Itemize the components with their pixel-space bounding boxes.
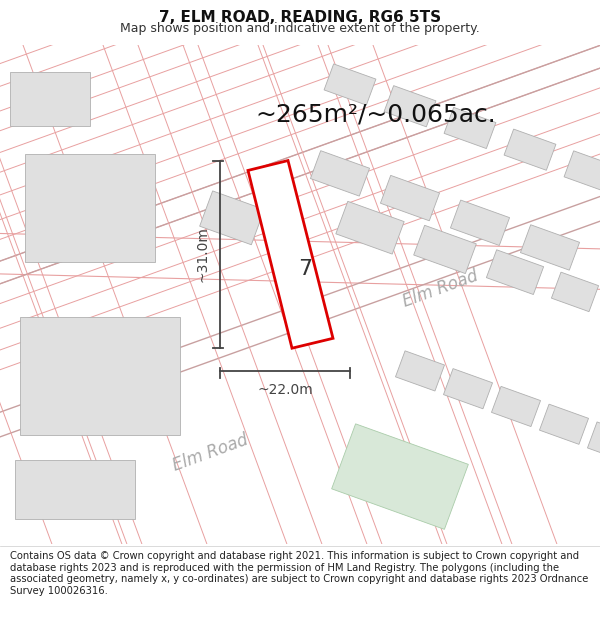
Text: 7: 7 (298, 259, 313, 279)
Text: Elm Road: Elm Road (400, 267, 480, 311)
Polygon shape (20, 317, 180, 435)
Polygon shape (444, 107, 496, 149)
Text: 7, ELM ROAD, READING, RG6 5TS: 7, ELM ROAD, READING, RG6 5TS (159, 10, 441, 25)
Polygon shape (324, 64, 376, 105)
Polygon shape (413, 225, 476, 274)
Text: Map shows position and indicative extent of the property.: Map shows position and indicative extent… (120, 22, 480, 35)
Polygon shape (384, 86, 436, 127)
Polygon shape (491, 386, 541, 426)
Polygon shape (504, 129, 556, 170)
Polygon shape (395, 351, 445, 391)
Polygon shape (200, 191, 265, 245)
Polygon shape (451, 200, 509, 246)
Polygon shape (10, 72, 90, 126)
Text: ~22.0m: ~22.0m (257, 382, 313, 397)
Polygon shape (443, 369, 493, 409)
Text: ~31.0m: ~31.0m (196, 226, 210, 282)
Text: Elm Road: Elm Road (170, 431, 250, 475)
Polygon shape (336, 201, 404, 254)
Text: Contains OS data © Crown copyright and database right 2021. This information is : Contains OS data © Crown copyright and d… (10, 551, 589, 596)
Polygon shape (520, 225, 580, 270)
Polygon shape (564, 151, 600, 192)
Polygon shape (539, 404, 589, 444)
Polygon shape (551, 272, 599, 312)
Polygon shape (310, 151, 370, 196)
Text: ~265m²/~0.065ac.: ~265m²/~0.065ac. (255, 102, 496, 126)
Polygon shape (15, 460, 135, 519)
Polygon shape (332, 424, 469, 529)
Polygon shape (248, 161, 333, 348)
Polygon shape (587, 422, 600, 462)
Polygon shape (487, 250, 544, 294)
Polygon shape (25, 154, 155, 262)
Polygon shape (380, 176, 440, 221)
